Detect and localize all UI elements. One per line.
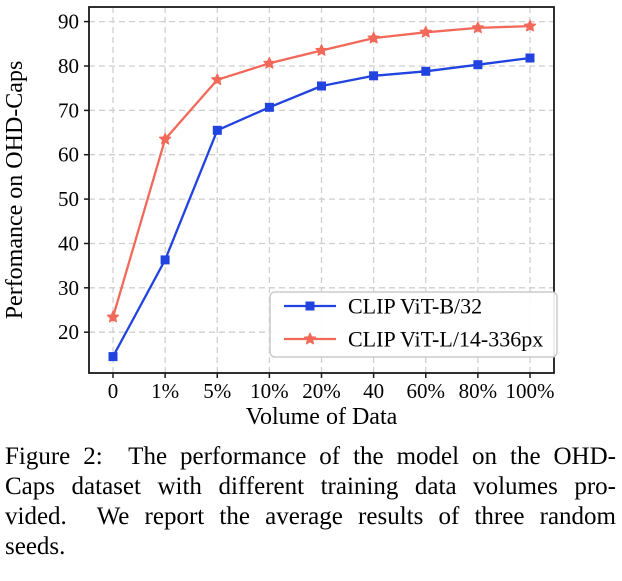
y-axis-label: Perfomance on OHD-Caps	[2, 61, 28, 320]
caption-line: vided. We report the average results of …	[5, 503, 616, 530]
x-tick-label: 40	[363, 379, 384, 403]
x-tick-label: 20%	[302, 379, 341, 403]
y-tick-label: 40	[58, 231, 79, 255]
y-tick-label: 50	[58, 187, 79, 211]
x-tick-label: 1%	[151, 379, 179, 403]
legend: CLIP ViT-B/32 CLIP ViT-L/14-336px	[269, 291, 558, 358]
legend-box	[269, 291, 558, 358]
x-tick-label: 80%	[459, 379, 498, 403]
legend-item: CLIP ViT-B/32	[284, 294, 482, 319]
caption-line: seeds.	[5, 533, 66, 560]
legend-label: CLIP ViT-L/14-336px	[348, 327, 543, 352]
line-chart: 0 1% 5% 10% 20% 40 60% 80% 100% 20 30 40 50 60 70 80 90 V…	[2, 6, 558, 430]
legend-item: CLIP ViT-L/14-336px	[284, 327, 543, 352]
y-tick-label: 60	[58, 143, 79, 167]
y-tick-label: 90	[58, 10, 79, 34]
legend-label: CLIP ViT-B/32	[348, 294, 482, 319]
figure-caption: Figure 2: The performance of the model o…	[5, 442, 616, 562]
caption-line: Figure 2: The performance of the model o…	[5, 443, 616, 470]
caption-line: Caps dataset with different training dat…	[5, 473, 616, 500]
y-tick-label: 20	[58, 320, 79, 344]
x-tick-label: 0	[108, 379, 119, 403]
series-clip-vit-b-32	[108, 53, 535, 362]
x-axis-label: Volume of Data	[246, 404, 398, 430]
y-tick-label: 70	[58, 98, 79, 122]
x-tick-label: 5%	[203, 379, 231, 403]
x-tick-label: 100%	[506, 379, 555, 403]
y-tick-label: 30	[58, 276, 79, 300]
x-tick-label: 10%	[250, 379, 289, 403]
tick-marks	[84, 20, 531, 378]
x-tick-label: 60%	[407, 379, 446, 403]
y-tick-label: 80	[58, 54, 79, 78]
series-clip-vit-l-14-336px	[106, 19, 537, 323]
